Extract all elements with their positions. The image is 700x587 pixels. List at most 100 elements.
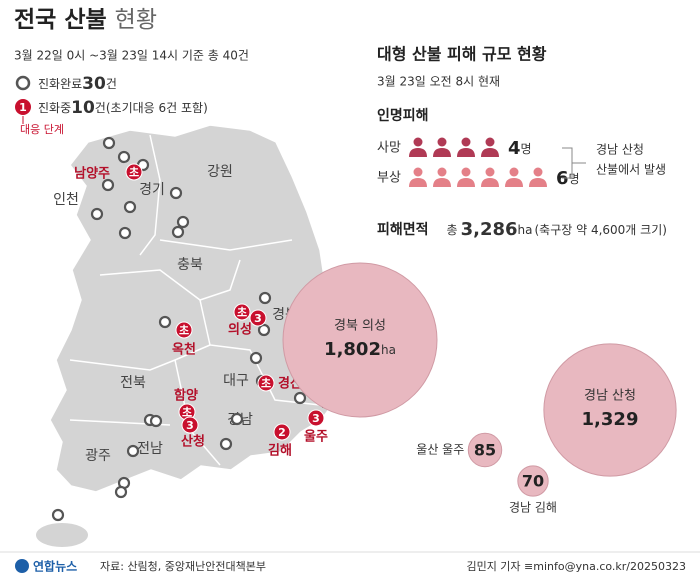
bubble-label: 울산 울주	[416, 443, 464, 457]
fire-badge-text: 초	[129, 166, 139, 179]
bubble-value: 70	[522, 472, 544, 491]
person-icons	[409, 167, 547, 187]
region-label: 광주	[85, 448, 111, 464]
person-body	[457, 178, 475, 187]
fire-done	[149, 414, 163, 428]
person-body	[433, 178, 451, 187]
person-body	[433, 148, 451, 157]
person-body	[481, 148, 499, 157]
fire-done	[219, 437, 233, 451]
fire-done	[293, 391, 307, 405]
bubble-unit: ha	[381, 343, 396, 357]
fire-badge-text: 초	[237, 306, 247, 319]
province-borders	[69, 134, 321, 466]
region-label: 인천	[53, 192, 79, 208]
period: 3월 22일 0시 ~3월 23일 14시 기준 총 40건	[14, 49, 249, 63]
casualty-label: 부상	[377, 171, 401, 186]
fire-done	[258, 291, 272, 305]
damage-asof: 3월 23일 오전 8시 현재	[377, 75, 500, 89]
casualty-unit: 명	[569, 172, 580, 186]
fire-done	[102, 136, 116, 150]
fire-label: 울주	[304, 429, 328, 445]
fire-done	[101, 178, 115, 192]
jeju	[36, 523, 88, 547]
fire-done	[123, 200, 137, 214]
fire-badge	[125, 163, 143, 181]
person-head	[461, 137, 471, 147]
fire-badge-text: 초	[261, 377, 271, 390]
fire-badge-text: 3	[312, 412, 320, 425]
brand-logo	[15, 559, 29, 573]
person-head	[533, 167, 543, 177]
person-head	[437, 167, 447, 177]
fire-label: 산청	[181, 434, 205, 450]
person-head	[509, 167, 519, 177]
legend-label: 진화완료	[38, 77, 82, 91]
fire-done	[176, 215, 190, 229]
casualty-count-line: 4명	[508, 138, 532, 159]
area-line: 피해면적 총 3,286ha (축구장 약 4,600개 크기)	[377, 219, 667, 240]
legend-active: 진화중10건(초기대응 6건 포함)	[38, 98, 208, 118]
korea-map	[49, 124, 342, 493]
source: 자료: 산림청, 중앙재난안전대책본부	[100, 560, 266, 573]
area-unit: ha	[518, 223, 533, 237]
fire-done	[114, 485, 128, 499]
casualty-unit: 명	[521, 142, 532, 156]
casualty-note: 경남 산청	[596, 143, 644, 157]
person-body	[529, 178, 547, 187]
fire-label: 옥천	[172, 342, 196, 358]
legend-count: 10	[71, 98, 95, 118]
casualty-note: 산불에서 발생	[596, 163, 666, 177]
bubble-label: 경남 김해	[509, 501, 557, 515]
title-sub: 현황	[115, 7, 157, 33]
legend-badge	[15, 99, 31, 115]
fire-badge-text: 3	[254, 312, 262, 325]
person-head	[413, 137, 423, 147]
fire-done	[249, 351, 263, 365]
legend-unit: 건	[95, 101, 106, 115]
legend-done: 진화완료30건	[38, 74, 117, 94]
fire-badge	[307, 409, 325, 427]
area-bubble	[467, 432, 503, 468]
bubble-value: 1,329	[582, 409, 639, 430]
legend-badge-note: 대응 단계	[20, 123, 64, 136]
fire-label: 남양주	[74, 166, 110, 182]
credit: 김민지 기자 ≡minfo@yna.co.kr/20250323	[466, 560, 686, 573]
legend-count: 30	[82, 74, 106, 94]
fire-done	[171, 225, 185, 239]
fire-done	[257, 323, 271, 337]
area-total: 3,286	[461, 219, 518, 240]
person-body	[457, 148, 475, 157]
region-label: 강원	[207, 164, 233, 180]
fire-label: 함양	[174, 388, 198, 404]
region-label: 충북	[177, 257, 203, 273]
person-head	[461, 167, 471, 177]
fire-done	[117, 150, 131, 164]
title-main: 전국 산불	[14, 7, 107, 33]
damage-title: 대형 산불 피해 규모 현황	[377, 45, 547, 64]
brand: 연합뉴스	[33, 559, 77, 574]
region-label: 전북	[120, 375, 146, 391]
fire-done	[118, 226, 132, 240]
person-head	[437, 137, 447, 147]
fire-badge	[273, 423, 291, 441]
fire-badge	[233, 303, 251, 321]
fire-badge-text: 초	[182, 406, 192, 419]
fire-done	[230, 412, 244, 426]
bracket	[562, 147, 586, 179]
person-body	[409, 178, 427, 187]
area-prefix: 총	[447, 223, 458, 237]
person-head	[485, 137, 495, 147]
area-bubble	[543, 343, 677, 477]
legend-unit: 건	[106, 77, 117, 91]
fire-done	[158, 315, 172, 329]
casualty-label: 사망	[377, 141, 401, 156]
bubble-value-line: 1,329	[582, 409, 639, 430]
area-note: (축구장 약 4,600개 크기)	[534, 222, 666, 237]
fire-badge-text: 초	[179, 324, 189, 337]
fire-done	[51, 508, 65, 522]
fire-badge-text: 2	[278, 426, 286, 439]
fire-done	[90, 207, 104, 221]
bubble-label: 경북 의성	[334, 319, 386, 334]
